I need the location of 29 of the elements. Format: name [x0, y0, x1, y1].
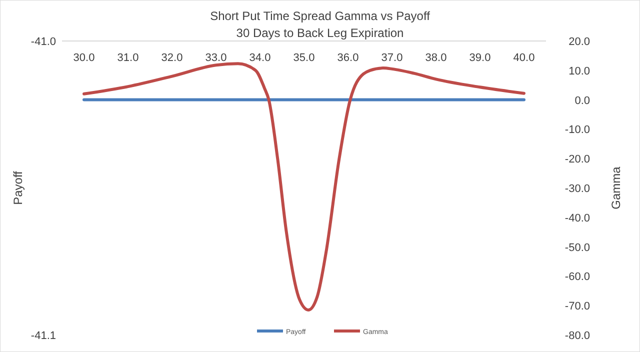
- x-tick-label: 38.0: [425, 52, 447, 64]
- y2-tick-label: -50.0: [564, 242, 590, 254]
- y2-tick-label: -70.0: [564, 300, 590, 313]
- y-tick-label: -41.0: [30, 36, 56, 48]
- y2-tick-label: -80.0: [564, 330, 590, 342]
- chart-title: Short Put Time Spread Gamma vs Payoff: [210, 9, 431, 23]
- x-tick-label: 37.0: [381, 52, 403, 64]
- y2-tick-label: -60.0: [564, 271, 590, 284]
- x-tick-label: 35.0: [293, 52, 315, 64]
- x-tick-label: 34.0: [249, 52, 271, 64]
- y2-tick-label: -30.0: [564, 183, 590, 195]
- y2-tick-label: 0.0: [574, 94, 590, 107]
- chart-subtitle: 30 Days to Back Leg Expiration: [236, 26, 404, 40]
- y-tick-label: -41.1: [30, 330, 56, 342]
- y2-tick-label: 20.0: [568, 36, 590, 48]
- x-tick-label: 32.0: [161, 52, 183, 64]
- x-tick-label: 39.0: [469, 52, 491, 64]
- y2-tick-label: 10.0: [568, 65, 590, 78]
- x-tick-label: 30.0: [73, 52, 95, 64]
- x-tick-label: 31.0: [117, 52, 139, 64]
- x-tick-label: 36.0: [337, 52, 359, 64]
- line-series: [82, 62, 526, 312]
- y2-axis-title: Gamma: [609, 166, 623, 210]
- x-tick-label: 40.0: [513, 52, 535, 64]
- y2-tick-label: -20.0: [564, 154, 590, 166]
- x-tick-label: 33.0: [205, 52, 227, 64]
- y2-tick-label: -40.0: [564, 212, 590, 224]
- y2-tick-label: -10.0: [564, 124, 590, 136]
- y-axis-title: Payoff: [11, 170, 25, 205]
